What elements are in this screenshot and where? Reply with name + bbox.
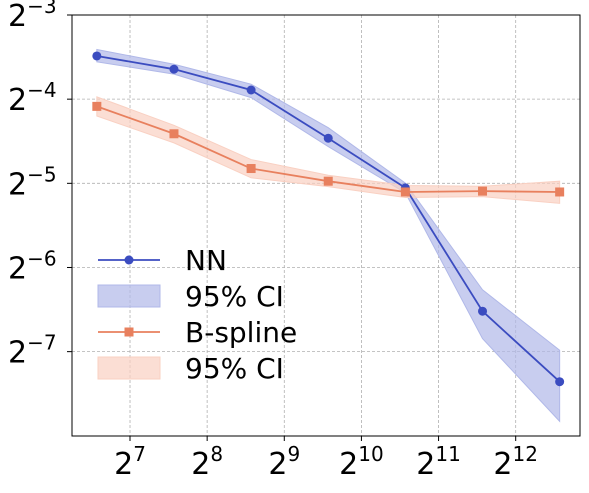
ci-band-nn	[96, 48, 561, 423]
legend-label-0: NN	[185, 244, 227, 277]
x-tick-label-5: 212	[493, 442, 538, 482]
data-point-b-spline-4	[400, 187, 410, 197]
y-tick-label-4: 2−7	[8, 331, 57, 371]
x-tick-label-1: 28	[191, 442, 223, 482]
x-tick-label-2: 29	[268, 442, 300, 482]
data-point-b-spline-3	[323, 176, 333, 186]
ci-band-b-spline	[96, 96, 561, 204]
plot-frame	[71, 14, 581, 437]
data-point-nn-3	[323, 133, 333, 143]
data-point-b-spline-5	[478, 186, 488, 196]
y-tick-label-0: 2−3	[8, 0, 57, 34]
y-tick-label-2: 2−5	[8, 162, 57, 202]
data-point-nn-0	[92, 51, 102, 61]
legend-swatch-ci-1	[97, 284, 161, 308]
data-point-nn-2	[246, 85, 256, 95]
data-point-b-spline-6	[555, 187, 565, 197]
legend-label-3: 95% CI	[185, 352, 284, 385]
legend-swatch-ci-3	[97, 356, 161, 380]
x-tick-label-4: 211	[416, 442, 461, 482]
legend-label-2: B-spline	[185, 316, 297, 349]
axes: 27 28 29 210 211 212 2−3 2−4 2−5 2−6 2−7	[8, 0, 581, 482]
series-markers	[92, 51, 565, 387]
data-point-b-spline-0	[92, 101, 102, 111]
y-tick-label-1: 2−4	[8, 78, 57, 118]
legend-marker-nn	[124, 255, 134, 265]
confidence-bands	[96, 48, 561, 423]
y-tick-label-3: 2−6	[8, 246, 57, 286]
x-tick-label-3: 210	[339, 442, 384, 482]
legend-label-1: 95% CI	[185, 280, 284, 313]
data-point-b-spline-1	[169, 129, 179, 139]
data-point-nn-1	[169, 64, 179, 74]
data-point-nn-6	[555, 377, 565, 387]
x-tick-label-0: 27	[114, 442, 146, 482]
data-point-b-spline-2	[246, 164, 256, 174]
legend-marker-b-spline	[124, 327, 134, 337]
data-point-nn-5	[478, 306, 488, 316]
